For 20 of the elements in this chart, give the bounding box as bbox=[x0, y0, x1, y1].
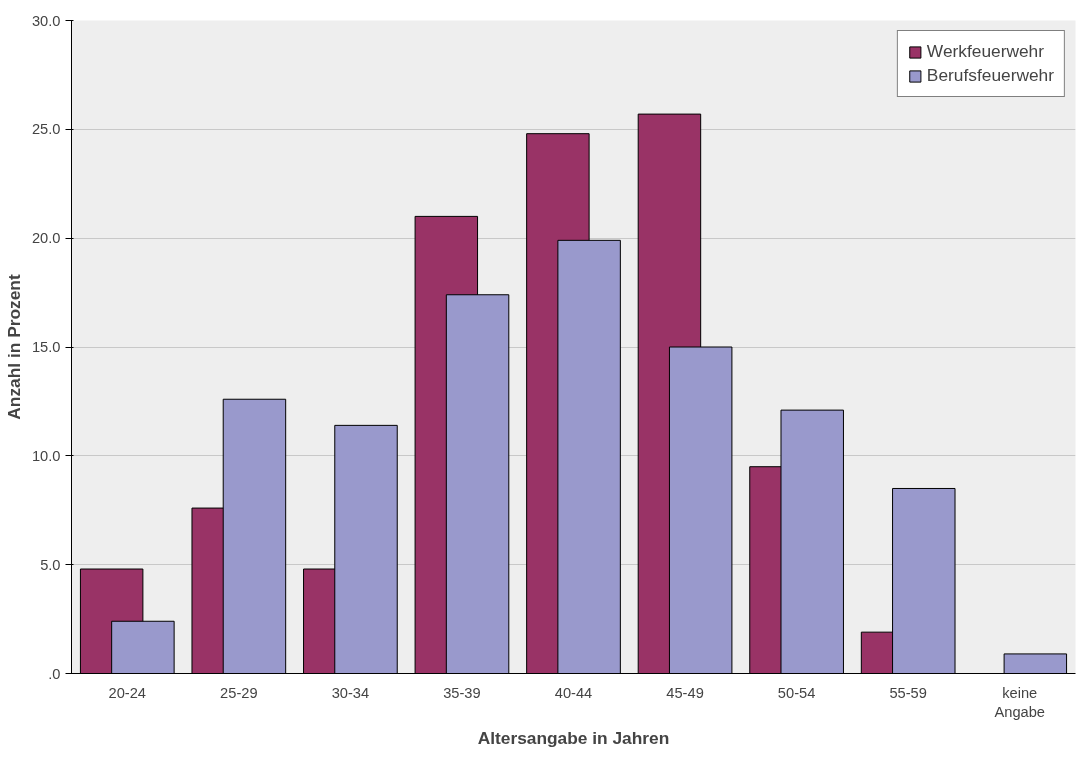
y-tick-label: 25.0 bbox=[31, 121, 61, 138]
x-tick-label: 20-24 bbox=[108, 684, 147, 701]
x-tick-label: 50-54 bbox=[777, 684, 816, 701]
y-tick-label: 20.0 bbox=[31, 230, 61, 247]
y-tick-label: 10.0 bbox=[31, 447, 61, 464]
legend-label: Werkfeuerwehr bbox=[926, 41, 1045, 62]
x-tick-label: 45-49 bbox=[666, 684, 704, 701]
y-tick-label: 15.0 bbox=[31, 339, 61, 355]
x-tick-label: 55-59 bbox=[889, 684, 927, 701]
x-axis-title: Altersangabe in Jahren bbox=[477, 727, 670, 748]
x-tick-label: keine Angabe bbox=[994, 684, 1045, 720]
y-axis-title: Anzahl in Prozent bbox=[3, 274, 24, 420]
legend-label: Berufsfeuerwehr bbox=[926, 65, 1054, 86]
x-tick-label: 30-34 bbox=[331, 684, 370, 701]
x-tick-label: 35-39 bbox=[443, 684, 481, 701]
y-tick-label: 5.0 bbox=[40, 556, 61, 573]
y-tick-label: .0 bbox=[48, 665, 61, 682]
x-tick-label: 40-44 bbox=[554, 684, 593, 701]
x-tick-label: 25-29 bbox=[220, 684, 258, 701]
y-tick-label: 30.0 bbox=[31, 12, 61, 29]
